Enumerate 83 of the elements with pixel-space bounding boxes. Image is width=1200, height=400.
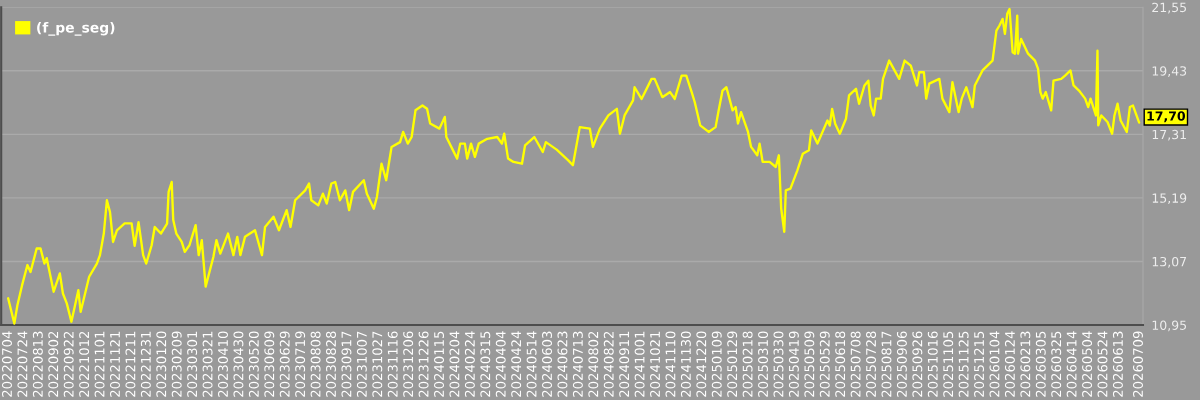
x-tick-label: 20250310 [758,331,769,397]
x-tick-label: 20251016 [927,331,938,397]
x-tick-label: 20250129 [727,331,738,397]
line-series [6,7,1141,325]
y-tick-label: 13,07 [1152,256,1187,268]
x-tick-label: 20221211 [125,331,136,397]
x-tick-label: 20251125 [958,331,969,397]
x-tick-label: 20260504 [1082,331,1093,397]
x-tick-label: 20240204 [449,331,460,397]
x-tick-label: 20250926 [912,331,923,397]
x-tick-label: 20260104 [989,331,1000,397]
x-tick-label: 20250906 [896,331,907,397]
x-tick-label: 20230609 [264,331,275,397]
x-tick-label: 20221101 [94,331,105,397]
x-tick-label: 20241130 [680,331,691,397]
x-tick-label: 20240713 [572,331,583,397]
x-tick-label: 20230808 [310,331,321,397]
x-tick-label: 20231027 [372,331,383,397]
x-tick-label: 20231116 [387,331,398,397]
x-tick-label: 20250218 [742,331,753,397]
x-tick-label: 20240404 [495,331,506,397]
x-tick-label: 20230828 [326,331,336,397]
x-tick-label: 20260709 [1132,331,1143,397]
x-tick-label: 20230520 [248,331,259,397]
x-tick-label: 20240822 [603,331,614,397]
x-tick-label: 20221012 [79,331,90,397]
x-tick-label: 20250419 [788,331,799,397]
x-tick-label: 20240424 [511,331,522,397]
x-tick-label: 20260305 [1035,331,1046,397]
x-tick-label: 20230209 [171,331,182,397]
x-tick-label: 20260325 [1051,331,1062,397]
x-tick-label: 20260414 [1066,331,1077,397]
x-tick-label: 20240802 [588,331,599,397]
annotation: 17,70 [1147,111,1186,123]
x-tick-label: 20230321 [202,331,213,397]
x-tick-label: 20241220 [696,331,707,397]
x-tick-label: 20240115 [434,331,444,397]
x-tick-label: 20240911 [619,331,630,397]
y-tick-label: 15,19 [1152,193,1187,205]
x-tick-label: 20221231 [140,331,151,397]
x-tick-label: 20260124 [1004,331,1015,397]
x-tick-label: 20220922 [63,331,74,397]
x-tick-label: 20230410 [218,331,228,397]
x-tick-label: 20250728 [866,331,877,397]
x-tick-label: 20241021 [650,331,661,397]
x-tick-label: 20220902 [48,331,59,397]
x-tick-label: 20241001 [634,331,645,397]
x-tick-label: 20250708 [850,331,861,397]
x-tick-label: 20240224 [464,331,475,397]
x-tick-label: 20230301 [187,331,198,397]
x-tick-label: 20251105 [943,331,954,397]
x-tick-label: 20230629 [279,331,290,397]
x-tick-label: 20230719 [295,331,306,397]
x-tick-label: 20241110 [665,331,676,397]
x-tick-label: 20250817 [881,331,892,397]
x-tick-label: 20251215 [974,331,985,397]
y-tick-label: 21,55 [1152,2,1187,14]
x-tick-label: 20231007 [356,331,367,397]
x-tick-label: 20231226 [418,331,429,397]
x-tick-label: 20250509 [804,331,815,397]
x-tick-label: 20240315 [480,331,491,397]
x-tick-label: 20260524 [1097,331,1108,397]
x-tick-label: 20220724 [17,331,28,397]
x-tick-label: 20220813 [32,331,43,397]
x-tick-label: 20250529 [819,331,830,397]
x-tick-label: 20230120 [156,331,167,397]
x-tick-label: 20240623 [557,331,568,397]
x-tick-label: 20260213 [1020,331,1031,397]
x-tick-label: 20250330 [773,331,784,397]
legend-label: (f_pe_seg) [37,21,115,36]
x-tick-label: 20230917 [341,331,352,397]
x-tick-label: 20250618 [835,331,846,397]
x-tick-label: 20231206 [403,331,414,397]
x-tick-label: 20260613 [1112,331,1123,397]
y-tick-label: 10,95 [1152,320,1187,332]
x-tick-label: 20240514 [526,331,537,397]
x-tick-label: 20240603 [542,331,553,397]
y-tick-label: 17,31 [1152,129,1186,141]
x-tick-label: 20221121 [110,331,120,397]
y-tick-label: 19,43 [1152,66,1187,77]
x-tick-label: 20220704 [1,331,12,397]
x-tick-label: 20250109 [711,331,722,397]
x-tick-label: 20230430 [233,331,244,397]
